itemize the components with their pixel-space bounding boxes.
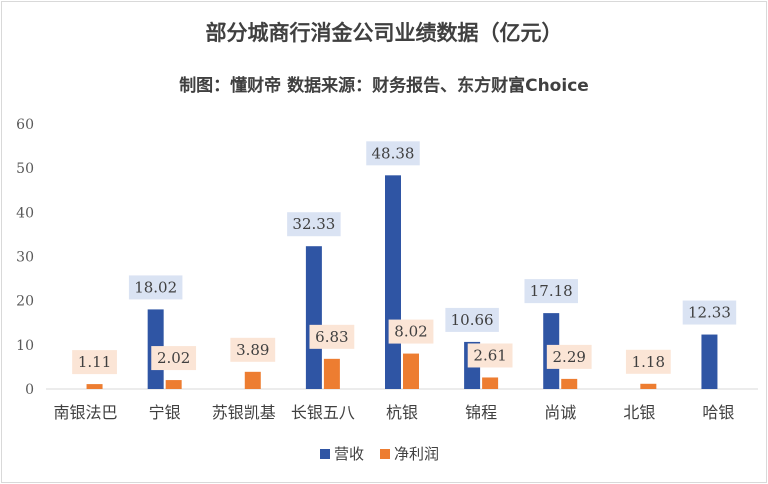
bar-revenue: [305, 246, 322, 389]
chart-title: 部分城商行消金公司业绩数据（亿元）: [206, 21, 563, 45]
legend-label-net-profit: 净利润: [394, 445, 439, 463]
data-label: 2.61: [473, 346, 506, 364]
y-tick-label: 0: [25, 382, 34, 398]
category-label: 杭银: [386, 403, 418, 422]
category-label: 哈银: [702, 403, 734, 422]
category-label: 北银: [623, 403, 655, 422]
data-label: 18.02: [134, 278, 177, 296]
bar-net-profit: [482, 377, 499, 389]
category-labels: 南银法巴 宁银 苏银凯基 长银五八 杭银 锦程 尚诚 北银 哈银: [54, 403, 735, 422]
data-label: 1.11: [78, 353, 111, 371]
data-label-background: [230, 337, 276, 362]
data-label-background: [524, 279, 578, 304]
data-label-background: [287, 212, 341, 237]
category-label: 宁银: [149, 403, 181, 422]
data-label: 32.33: [292, 215, 335, 233]
category-label: 南银法巴: [54, 403, 118, 422]
data-label: 2.29: [553, 348, 586, 366]
data-label-background: [388, 319, 434, 344]
data-label: 17.18: [530, 282, 573, 300]
data-label: 48.38: [372, 144, 415, 162]
bar-net-profit: [323, 358, 340, 389]
data-label-background: [467, 343, 513, 368]
legend: 营收 净利润: [320, 445, 439, 463]
category-label: 长银五八: [291, 403, 355, 422]
data-label-background: [128, 275, 183, 300]
data-label: 8.02: [394, 323, 427, 341]
data-label: 6.83: [315, 328, 348, 346]
bar-net-profit: [403, 353, 419, 389]
bar-net-profit: [561, 378, 578, 389]
data-label: 1.18: [632, 353, 665, 371]
y-tick-label: 30: [16, 250, 34, 266]
y-tick-label: 40: [16, 205, 34, 221]
chart-subtitle: 制图：懂财帝 数据来源：财务报告、东方财富Choice: [179, 75, 589, 96]
data-label: 2.02: [157, 349, 190, 367]
category-label: 苏银凯基: [212, 403, 276, 422]
bar-net-profit: [165, 380, 182, 389]
y-tick-label: 60: [16, 117, 34, 133]
y-tick-label: 20: [16, 294, 34, 310]
data-label: 10.66: [451, 311, 494, 329]
data-label: 3.89: [236, 341, 269, 359]
data-label-background: [625, 349, 671, 374]
y-axis-ticks: 0 10 20 30 40 50 60: [16, 117, 34, 398]
data-label: 12.33: [688, 304, 731, 322]
legend-label-revenue: 营收: [334, 445, 364, 463]
data-label-background: [309, 324, 355, 349]
bar-net-profit: [640, 383, 657, 389]
bar-revenue: [701, 334, 718, 389]
data-labels: 1.11 18.02 2.02 3.89 32.33 6.83 48.38 8.02 10.66…: [72, 141, 737, 375]
category-label: 尚诚: [544, 403, 576, 422]
data-label-background: [72, 350, 117, 375]
data-label-background: [546, 344, 592, 369]
data-label-background: [445, 307, 499, 332]
bar-revenue: [385, 175, 401, 389]
legend-swatch-revenue: [320, 449, 330, 459]
data-label-background: [682, 300, 737, 325]
bar-net-profit: [244, 371, 261, 389]
data-label-background: [151, 346, 197, 371]
bar-net-profit: [86, 384, 103, 389]
y-tick-label: 50: [16, 161, 34, 177]
legend-swatch-net-profit: [380, 449, 390, 459]
category-label: 锦程: [465, 403, 497, 422]
y-tick-label: 10: [16, 338, 34, 354]
data-label-background: [366, 141, 420, 166]
